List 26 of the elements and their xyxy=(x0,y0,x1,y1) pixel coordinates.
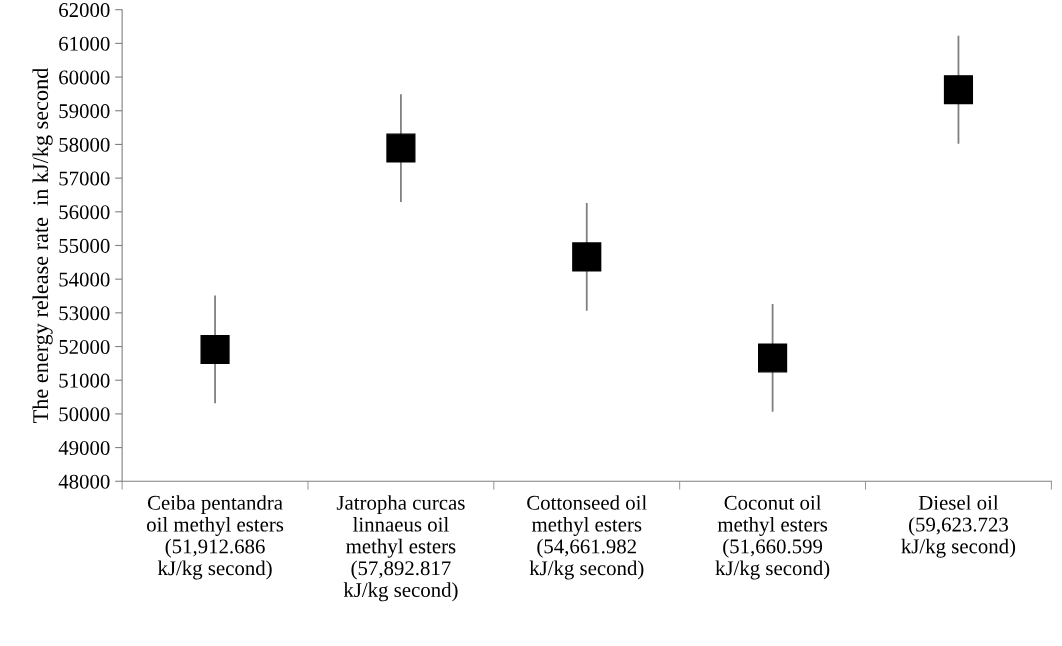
x-tick-label: Ceiba pentandra oil methyl esters (51,912.686 kJ/kg second) xyxy=(147,495,284,580)
x-tick-label: Diesel oil (59,623.723 kJ/kg second) xyxy=(901,495,1016,558)
y-tick-label: 50000 xyxy=(59,407,110,422)
y-tick-label: 58000 xyxy=(59,137,110,152)
y-tick-label: 55000 xyxy=(59,238,110,253)
point xyxy=(386,133,416,163)
point xyxy=(200,334,230,365)
y-tick-label: 62000 xyxy=(59,3,110,18)
y-tick-label: 49000 xyxy=(58,440,110,456)
y-tick-label: 56000 xyxy=(59,205,110,220)
x-tick-label: Cottonseed oil methyl esters (54,661.982 kJ/kg second) xyxy=(527,495,647,580)
y-tick-label: 61000 xyxy=(59,36,110,51)
y-axis-title: The energy release rate in kJ/kg second xyxy=(32,67,53,423)
y-tick-label: 51000 xyxy=(59,373,110,388)
y-tick-label: 60000 xyxy=(59,70,110,85)
x-tick-label: Jatropha curcas linnaeus oil methyl esters (57,892.817 kJ/kg second) xyxy=(336,495,465,602)
point xyxy=(943,75,974,105)
y-tick-label: 54000 xyxy=(59,272,110,287)
point xyxy=(758,343,788,373)
point xyxy=(572,242,602,272)
y-tick-label: 48000 xyxy=(58,474,110,489)
x-tick-label: Coconut oil methyl esters (51,660.599 kJ/kg second) xyxy=(715,495,830,580)
y-tick-label: 57000 xyxy=(59,171,110,186)
y-tick-label: 59000 xyxy=(59,104,110,119)
y-tick-label: 53000 xyxy=(59,306,110,321)
y-tick-label: 52000 xyxy=(59,339,110,354)
